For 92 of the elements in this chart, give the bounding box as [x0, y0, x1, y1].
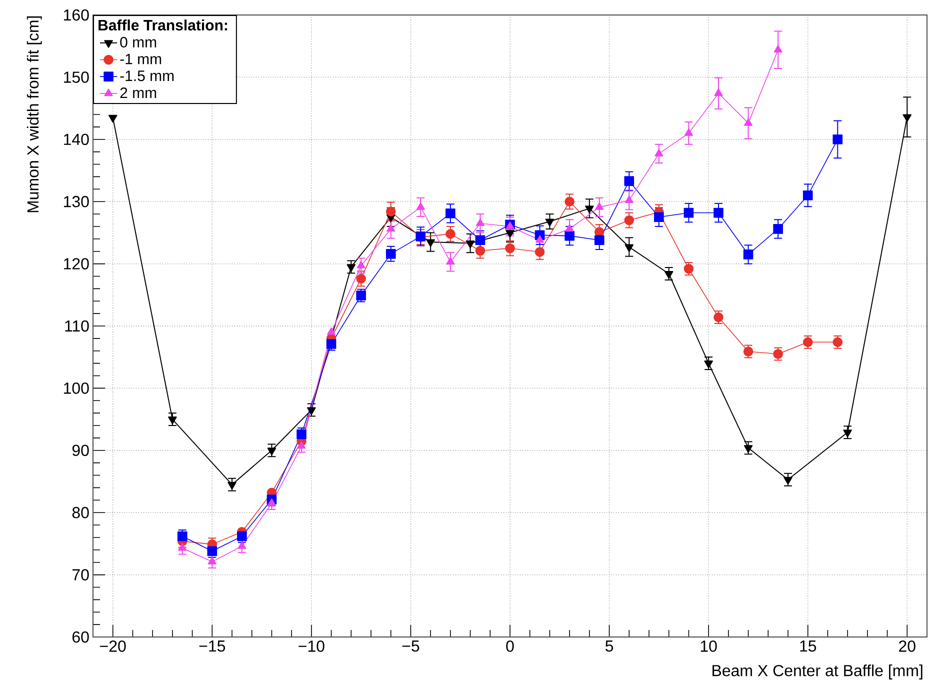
- point: [505, 243, 515, 254]
- point: [744, 445, 753, 453]
- legend-label: 0 mm: [120, 36, 156, 48]
- y-tick-label: 110: [65, 320, 89, 332]
- point: [564, 230, 574, 241]
- point: [624, 244, 634, 252]
- legend-label: -1 mm: [120, 54, 162, 64]
- point: [386, 206, 396, 216]
- y-tick-label: 70: [72, 569, 89, 580]
- point: [784, 476, 792, 485]
- point: [446, 257, 455, 265]
- point: [743, 250, 754, 260]
- point: [326, 327, 336, 335]
- point: [534, 247, 545, 257]
- point: [267, 448, 276, 456]
- point: [585, 206, 594, 214]
- y-tick-label: 100: [64, 382, 89, 394]
- point: [386, 224, 396, 232]
- point: [902, 114, 912, 122]
- point: [843, 430, 852, 438]
- point: [654, 148, 664, 156]
- point: [207, 546, 218, 556]
- point: [237, 531, 247, 542]
- point: [594, 227, 604, 237]
- y-tick-label: 80: [72, 506, 89, 518]
- point: [466, 240, 475, 248]
- point: [506, 230, 514, 238]
- y-tick-label: 140: [64, 134, 89, 146]
- point: [743, 346, 754, 356]
- y-tick-label: 60: [72, 631, 89, 643]
- point: [802, 190, 813, 200]
- legend-title: Baffle Translation:: [98, 19, 227, 31]
- x-tick-label: 20: [899, 640, 916, 652]
- point: [416, 202, 425, 210]
- point: [356, 290, 366, 300]
- legend-label: 2 mm: [120, 87, 156, 98]
- point: [178, 543, 187, 551]
- point: [108, 114, 118, 123]
- point: [684, 128, 694, 136]
- point: [476, 218, 485, 226]
- point: [595, 202, 604, 210]
- point: [714, 208, 724, 218]
- point: [307, 407, 316, 415]
- point: [386, 248, 396, 259]
- point: [774, 44, 782, 52]
- point: [208, 556, 216, 564]
- point: [267, 498, 276, 506]
- y-axis-title: Mumon X width from fit [cm]: [26, 16, 42, 212]
- x-axis-title: Beam X Center at Baffle [mm]: [712, 664, 922, 680]
- x-tick-label: 5: [605, 640, 614, 652]
- point: [475, 235, 486, 246]
- point: [228, 482, 236, 490]
- x-tick-label: −20: [100, 640, 126, 652]
- point: [356, 260, 366, 268]
- point: [564, 196, 574, 206]
- point: [326, 339, 336, 349]
- point: [684, 208, 694, 218]
- point: [654, 212, 664, 222]
- x-tick-label: −15: [199, 640, 226, 652]
- point: [168, 416, 177, 424]
- point: [238, 541, 246, 549]
- point: [594, 235, 604, 246]
- point: [545, 218, 554, 226]
- point: [475, 246, 486, 256]
- x-tick-label: 10: [700, 640, 717, 652]
- y-tick-label: 160: [64, 9, 89, 21]
- y-tick-label: 150: [64, 72, 89, 83]
- x-tick-label: −10: [298, 640, 324, 652]
- point: [446, 208, 456, 218]
- point: [624, 215, 634, 226]
- point: [714, 88, 723, 96]
- x-tick-label: 15: [800, 640, 816, 652]
- x-tick-label: 0: [506, 640, 514, 652]
- point: [624, 176, 634, 186]
- legend-label: -1.5 mm: [120, 70, 174, 82]
- point: [346, 264, 356, 272]
- point: [744, 118, 753, 126]
- point: [297, 441, 306, 449]
- point: [356, 274, 366, 284]
- point: [446, 229, 456, 239]
- x-tick-label: −5: [402, 640, 420, 652]
- y-tick-label: 130: [64, 196, 89, 208]
- point: [832, 134, 843, 144]
- point: [704, 360, 713, 368]
- point: [773, 224, 783, 234]
- point: [296, 429, 306, 440]
- point: [664, 270, 674, 279]
- point: [426, 239, 435, 248]
- y-tick-label: 90: [72, 444, 89, 456]
- point: [565, 224, 574, 232]
- y-tick-label: 120: [64, 258, 89, 270]
- point: [624, 195, 634, 203]
